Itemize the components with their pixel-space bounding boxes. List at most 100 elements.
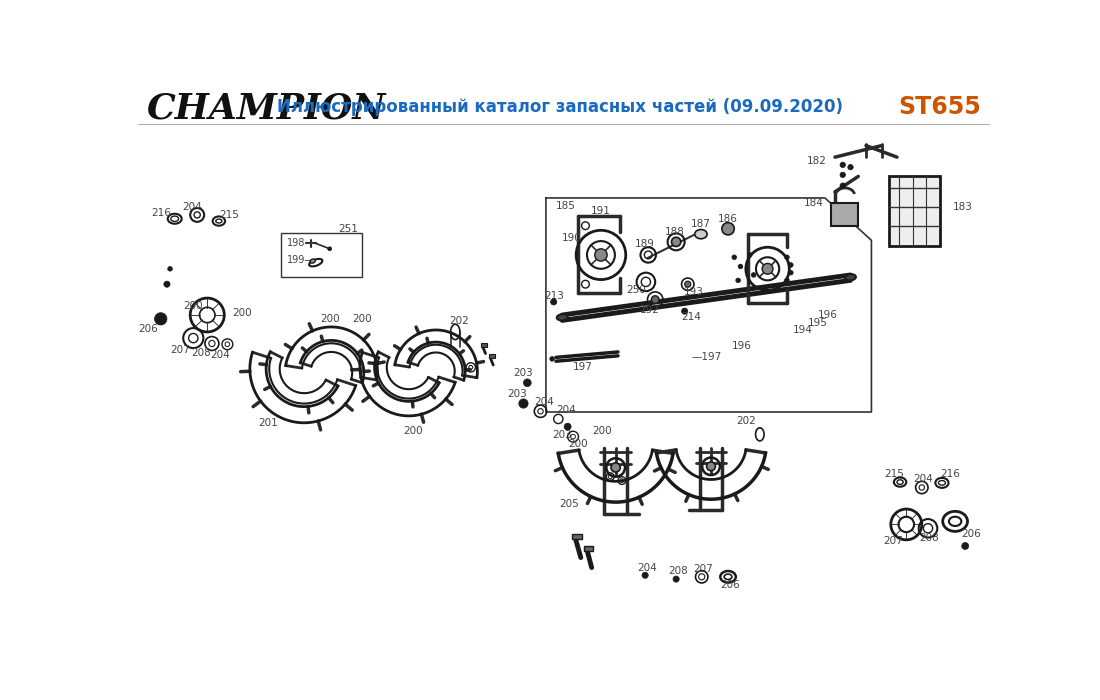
Text: 204: 204	[182, 202, 201, 212]
Text: 204: 204	[535, 397, 554, 407]
Circle shape	[682, 308, 688, 314]
Text: 208: 208	[918, 533, 938, 543]
Circle shape	[784, 278, 790, 283]
Circle shape	[736, 278, 740, 283]
Text: 193: 193	[684, 287, 704, 297]
Text: 251: 251	[339, 224, 359, 234]
Text: 202: 202	[736, 416, 756, 426]
Circle shape	[328, 247, 331, 251]
Text: 198—: 198—	[287, 239, 316, 248]
Text: 200: 200	[568, 440, 587, 449]
Text: 207: 207	[693, 564, 713, 574]
Text: 199—: 199—	[287, 255, 316, 265]
Bar	[572, 535, 582, 539]
Text: 208: 208	[669, 566, 689, 575]
Circle shape	[673, 576, 679, 582]
Bar	[584, 546, 593, 551]
Circle shape	[671, 237, 681, 246]
Text: 200: 200	[232, 309, 252, 318]
Circle shape	[610, 463, 620, 472]
Text: 195: 195	[808, 318, 828, 328]
Text: 200: 200	[593, 426, 613, 435]
Ellipse shape	[845, 274, 856, 281]
Circle shape	[519, 399, 528, 408]
Circle shape	[154, 313, 167, 325]
Text: 182: 182	[806, 156, 826, 166]
Text: 206: 206	[720, 580, 740, 589]
Text: 191: 191	[591, 206, 611, 216]
Text: 204: 204	[638, 563, 658, 573]
Text: 187: 187	[691, 219, 711, 229]
Text: 207: 207	[883, 536, 903, 545]
Text: 192: 192	[640, 304, 660, 314]
Bar	[889, 176, 939, 246]
Text: 200: 200	[184, 301, 204, 311]
Circle shape	[684, 281, 691, 287]
Text: 183: 183	[953, 202, 972, 212]
Ellipse shape	[557, 314, 568, 321]
Text: 216: 216	[939, 470, 959, 480]
Circle shape	[564, 424, 571, 430]
Text: 197: 197	[573, 362, 593, 372]
Text: 203: 203	[552, 430, 572, 440]
Circle shape	[840, 172, 846, 178]
Bar	[481, 343, 487, 346]
Circle shape	[751, 273, 756, 277]
Text: 203: 203	[513, 368, 532, 378]
Text: 196: 196	[818, 310, 838, 320]
Text: 188: 188	[664, 227, 684, 237]
Text: CHAMPION: CHAMPION	[146, 92, 386, 125]
Circle shape	[789, 270, 793, 275]
Text: 214: 214	[682, 312, 702, 322]
Circle shape	[732, 255, 737, 260]
Text: 190: 190	[562, 233, 582, 243]
Circle shape	[524, 379, 531, 386]
Circle shape	[848, 164, 854, 170]
Circle shape	[651, 295, 659, 304]
Ellipse shape	[310, 259, 316, 263]
Text: 250: 250	[626, 286, 646, 295]
Circle shape	[762, 263, 773, 274]
Circle shape	[595, 248, 607, 261]
Text: 205: 205	[559, 498, 579, 509]
Text: 206: 206	[139, 324, 158, 334]
Circle shape	[961, 542, 969, 550]
Text: 216: 216	[151, 209, 170, 218]
Ellipse shape	[695, 230, 707, 239]
Text: 200: 200	[352, 314, 372, 324]
Text: Иллюстрированный каталог запасных частей (09.09.2020): Иллюстрированный каталог запасных частей…	[277, 98, 843, 116]
Text: 213: 213	[544, 290, 564, 301]
Text: 206: 206	[960, 529, 980, 540]
Text: 201: 201	[257, 418, 277, 428]
Text: 200: 200	[320, 314, 340, 324]
Circle shape	[642, 572, 648, 578]
Circle shape	[738, 264, 742, 269]
Text: 196: 196	[733, 341, 752, 351]
Text: 184: 184	[804, 198, 824, 209]
Text: 208: 208	[191, 349, 211, 358]
Bar	[280, 232, 362, 277]
Text: —197: —197	[692, 352, 723, 363]
Circle shape	[840, 162, 846, 167]
Circle shape	[784, 255, 790, 260]
Text: 185: 185	[556, 201, 576, 211]
Text: 215: 215	[884, 468, 904, 479]
Text: 203: 203	[507, 389, 527, 399]
Text: 215: 215	[219, 210, 239, 220]
Circle shape	[747, 253, 752, 258]
Circle shape	[167, 267, 173, 271]
Circle shape	[706, 462, 715, 470]
Bar	[488, 354, 495, 358]
Text: 204: 204	[557, 405, 576, 416]
Text: 202: 202	[449, 316, 469, 326]
Circle shape	[722, 223, 735, 235]
Circle shape	[789, 262, 793, 267]
Text: ST655: ST655	[898, 95, 981, 119]
Circle shape	[550, 356, 554, 361]
Text: 200: 200	[403, 426, 422, 435]
Text: 207: 207	[170, 344, 190, 355]
Circle shape	[840, 183, 846, 188]
Text: 189: 189	[635, 239, 656, 249]
Text: 194: 194	[792, 326, 813, 335]
Text: 204: 204	[210, 350, 230, 360]
